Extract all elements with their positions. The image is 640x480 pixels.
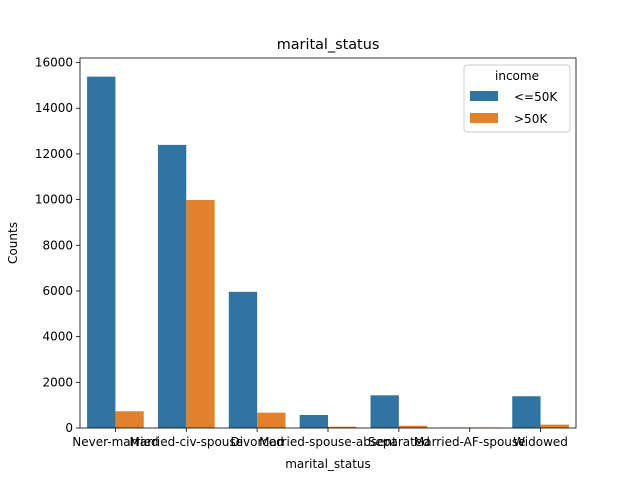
legend-swatch-gt50k xyxy=(470,113,498,123)
bar-series-0-0 xyxy=(87,76,116,428)
bar-series-0-6 xyxy=(512,396,541,428)
x-tick-label-0: Never-married xyxy=(72,435,158,449)
y-axis-label: Counts xyxy=(6,222,20,264)
x-tick-label-1: Married-civ-spouse xyxy=(130,435,244,449)
bar-series-1-3 xyxy=(328,426,357,428)
legend-label-le50k: <=50K xyxy=(514,90,558,104)
bar-series-0-3 xyxy=(299,414,328,428)
bar-series-0-4 xyxy=(370,395,399,428)
plot-frame xyxy=(79,57,577,429)
bar-series-1-6 xyxy=(540,424,569,428)
legend-title: income xyxy=(495,69,539,83)
y-tick-label-6: 12000 xyxy=(35,147,73,161)
bar-series-1-4 xyxy=(398,425,428,428)
bar-series-1-0 xyxy=(115,411,144,428)
chart-title: marital_status xyxy=(277,37,380,53)
y-tick-label-3: 6000 xyxy=(42,284,73,298)
x-axis-label: marital_status xyxy=(285,457,371,471)
x-tick-label-5: Married-AF-spouse xyxy=(414,435,526,449)
x-tick-label-6: Widowed xyxy=(513,435,568,449)
y-tick-label-5: 10000 xyxy=(35,193,73,207)
bar-series-1-2 xyxy=(257,412,286,428)
legend: income <=50K >50K xyxy=(463,64,571,133)
y-tick-label-1: 2000 xyxy=(42,375,73,389)
y-tick-label-2: 4000 xyxy=(42,330,73,344)
legend-label-gt50k: >50K xyxy=(514,112,548,126)
bar-series-1-1 xyxy=(186,199,215,428)
bar-series-0-2 xyxy=(228,291,258,428)
y-tick-label-7: 14000 xyxy=(35,101,73,115)
y-tick-label-8: 16000 xyxy=(35,56,73,70)
legend-swatch-le50k xyxy=(470,91,498,101)
x-tick-label-3: Married-spouse-absent xyxy=(259,435,397,449)
x-tick-label-2: Divorced xyxy=(230,435,283,449)
y-tick-label-0: 0 xyxy=(65,421,73,435)
x-tick-label-4: Separated xyxy=(368,435,430,449)
bar-series-0-1 xyxy=(157,144,187,428)
y-tick-label-4: 8000 xyxy=(42,238,73,252)
